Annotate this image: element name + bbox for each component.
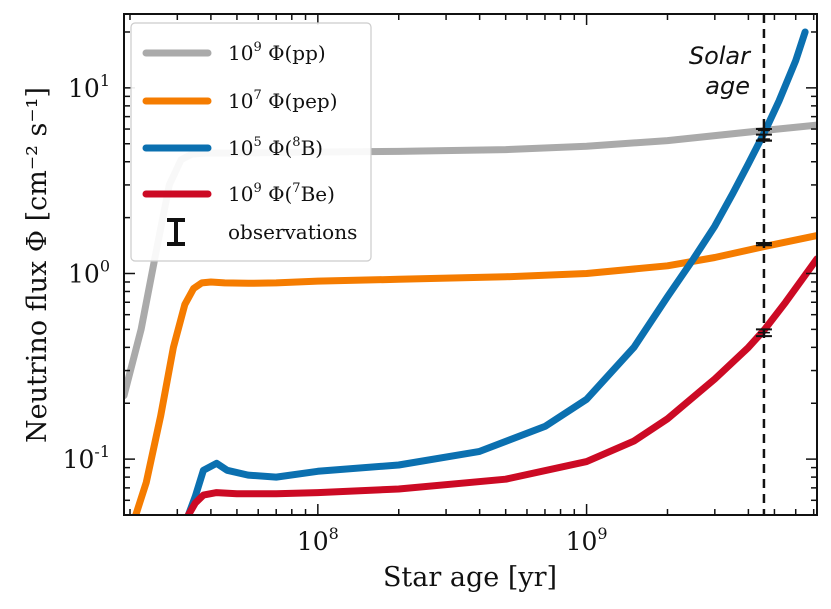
legend-box	[130, 22, 372, 262]
solar-age-label-line1: Solar	[689, 42, 752, 70]
legend-label-2: 105 Φ(8B)	[228, 135, 323, 160]
x-tick-label-1: 109	[566, 524, 608, 556]
y-tick-label-0: 10-1	[63, 442, 110, 474]
legend-label-0: 109 Φ(pp)	[228, 40, 326, 65]
observations-layer	[755, 14, 772, 515]
legend-label-3: 109 Φ(7Be)	[228, 181, 335, 206]
observation-errorbar-1	[755, 133, 772, 142]
legend-label-observations: observations	[228, 220, 357, 244]
y-tick-label-2: 101	[68, 71, 110, 103]
series-line-1	[132, 232, 817, 515]
y-axis-title: Neutrino flux Φ [cm⁻² s⁻¹]	[22, 87, 53, 443]
observation-errorbar-2	[755, 241, 772, 247]
series-line-3	[184, 255, 817, 515]
legend-errorbar-icon	[167, 218, 185, 246]
plot-frame	[123, 13, 818, 516]
x-axis-title: Star age [yr]	[383, 562, 557, 593]
legend-label-1: 107 Φ(pep)	[228, 88, 338, 113]
series-line-2	[184, 28, 809, 515]
y-tick-label-1: 100	[68, 256, 110, 288]
x-tick-label-0: 108	[297, 524, 339, 556]
legend: 109 Φ(pp) 107 Φ(pep) 105 Φ(8B) 109 Φ(7Be) ob…	[130, 22, 372, 262]
ticks-layer: 108 109 10-1 100 101	[63, 14, 817, 556]
solar-age-label-line2: age	[705, 72, 750, 100]
observation-errorbar-3	[755, 328, 772, 338]
